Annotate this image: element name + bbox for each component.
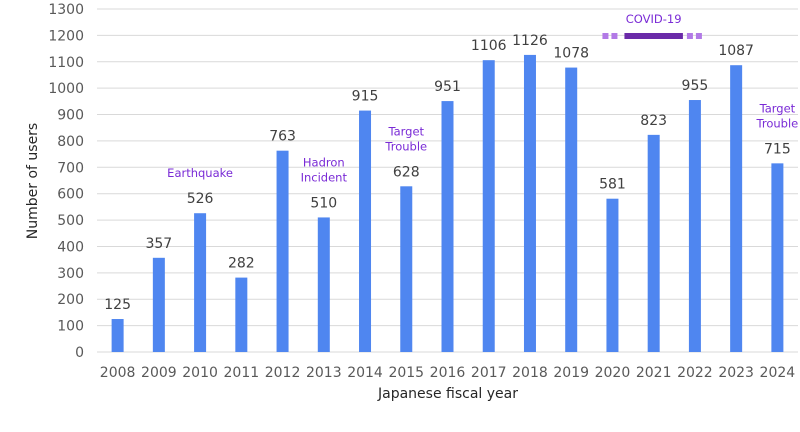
y-tick-label: 600	[57, 187, 84, 203]
data-label: 526	[187, 191, 214, 207]
bar	[606, 198, 619, 352]
annotation-text: Hadron	[303, 155, 345, 169]
data-labels: 125 357 526 282 763 510 915 628 951 1106 1126 1078 5…	[104, 33, 790, 313]
x-tick-label: 2013	[306, 365, 342, 381]
annotation-text: Earthquake	[167, 166, 233, 180]
y-tick-label: 1300	[48, 2, 84, 18]
covid-label: COVID-19	[626, 12, 682, 26]
y-tick-label: 1200	[48, 28, 84, 44]
x-tick-label: 2023	[718, 365, 754, 381]
data-label: 1126	[512, 33, 548, 49]
x-tick-label: 2017	[471, 365, 507, 381]
y-tick-label: 1000	[48, 81, 84, 97]
x-tick-label: 2009	[141, 365, 177, 381]
annotations: EarthquakeHadronIncidentTargetTroubleTar…	[167, 12, 798, 184]
data-label: 357	[145, 236, 172, 252]
bar	[317, 217, 330, 352]
x-tick-label: 2014	[347, 365, 383, 381]
annotation-text: Trouble	[384, 139, 427, 153]
data-label: 1078	[553, 46, 589, 62]
bar	[359, 110, 372, 352]
x-tick-label: 2016	[430, 365, 466, 381]
x-axis-title: Japanese fiscal year	[377, 386, 518, 402]
bar	[441, 101, 454, 352]
bar	[647, 134, 660, 352]
data-label: 1087	[718, 43, 754, 59]
x-tick-label: 2008	[100, 365, 136, 381]
annotation-text: Target	[387, 124, 424, 138]
x-tick-label: 2015	[388, 365, 424, 381]
x-tick-label: 2022	[677, 365, 713, 381]
x-tick-label: 2020	[595, 365, 631, 381]
y-tick-label: 300	[57, 266, 84, 282]
bar	[771, 163, 784, 352]
data-label: 628	[393, 164, 420, 180]
y-tick-label: 0	[75, 345, 84, 361]
y-axis-title: Number of users	[25, 123, 41, 239]
y-tick-label: 800	[57, 134, 84, 150]
x-tick-label: 2011	[224, 365, 260, 381]
bar	[276, 150, 289, 352]
bar	[730, 65, 743, 353]
y-tick-label: 400	[57, 239, 84, 255]
bar	[111, 319, 124, 352]
bars	[111, 54, 784, 353]
data-label: 763	[269, 129, 296, 145]
data-label: 581	[599, 177, 626, 193]
x-tick-label: 2019	[553, 365, 589, 381]
x-tick-label: 2018	[512, 365, 548, 381]
data-label: 955	[682, 78, 709, 94]
bar	[235, 277, 248, 352]
data-label: 715	[764, 141, 791, 157]
data-label: 1106	[471, 38, 507, 54]
y-tick-label: 900	[57, 108, 84, 124]
data-label: 125	[104, 297, 131, 313]
y-tick-label: 200	[57, 292, 84, 308]
data-label: 510	[310, 195, 337, 211]
data-label: 823	[640, 113, 667, 129]
x-tick-label: 2024	[760, 365, 796, 381]
annotation-text: Target	[759, 101, 796, 115]
x-tick-label: 2010	[182, 365, 218, 381]
data-label: 951	[434, 79, 461, 95]
annotation-text: Trouble	[756, 116, 799, 130]
x-tick-label: 2012	[265, 365, 301, 381]
bar	[482, 60, 495, 352]
annotation-text: Incident	[301, 170, 348, 184]
data-label: 282	[228, 256, 255, 272]
bar	[688, 100, 701, 353]
bar	[194, 213, 207, 352]
bar	[565, 67, 578, 352]
bar	[400, 186, 413, 352]
y-axis-ticks: 0 100 200 300 400 500 600 700 800 900 1000 1100 1200…	[48, 2, 84, 361]
y-tick-label: 700	[57, 160, 84, 176]
y-tick-label: 100	[57, 319, 84, 335]
bar	[523, 54, 536, 352]
y-tick-label: 500	[57, 213, 84, 229]
x-axis-ticks: 2008 2009 2010 2011 2012 2013 2014 2015 2016 2017…	[100, 365, 795, 381]
data-label: 915	[352, 89, 379, 105]
y-tick-label: 1100	[48, 55, 84, 71]
x-tick-label: 2021	[636, 365, 672, 381]
bar	[152, 257, 165, 352]
